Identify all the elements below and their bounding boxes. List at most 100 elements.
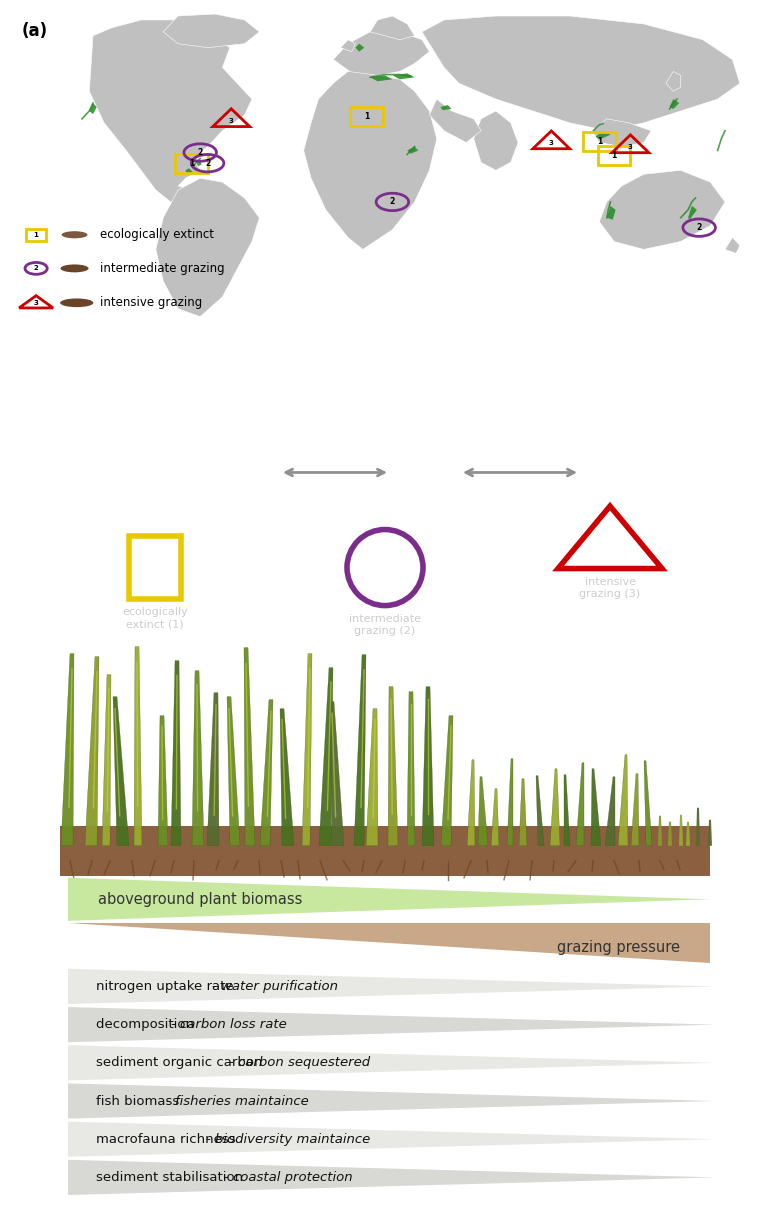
Polygon shape: [68, 1160, 715, 1195]
Text: ecologically
extinct (1): ecologically extinct (1): [122, 607, 188, 630]
Text: 2: 2: [205, 159, 210, 168]
Polygon shape: [576, 762, 584, 845]
Polygon shape: [158, 715, 168, 845]
Polygon shape: [688, 206, 697, 219]
Polygon shape: [441, 715, 453, 845]
Polygon shape: [192, 671, 204, 845]
Polygon shape: [440, 105, 451, 110]
Polygon shape: [607, 206, 616, 219]
Polygon shape: [89, 103, 97, 115]
Polygon shape: [599, 170, 725, 250]
Polygon shape: [696, 808, 700, 845]
Bar: [60, 826, 710, 876]
Polygon shape: [478, 777, 488, 845]
Text: 1: 1: [189, 159, 194, 168]
Polygon shape: [658, 815, 662, 845]
Text: sediment stabilisation: sediment stabilisation: [96, 1171, 247, 1184]
Text: (b): (b): [18, 425, 45, 443]
Polygon shape: [61, 654, 74, 845]
Text: 1: 1: [597, 137, 602, 146]
Bar: [26, 229, 45, 241]
Polygon shape: [605, 777, 615, 845]
Polygon shape: [68, 1083, 715, 1119]
Polygon shape: [725, 238, 740, 253]
Bar: [583, 133, 616, 152]
Ellipse shape: [61, 264, 89, 273]
Polygon shape: [302, 654, 312, 845]
Text: grazing pressure: grazing pressure: [557, 939, 680, 955]
Polygon shape: [407, 147, 418, 153]
Polygon shape: [422, 686, 434, 845]
Polygon shape: [666, 71, 681, 92]
Polygon shape: [668, 821, 672, 845]
Polygon shape: [474, 111, 518, 170]
Polygon shape: [196, 160, 202, 166]
Text: 2: 2: [34, 265, 38, 271]
Text: - fisheries maintaince: - fisheries maintaince: [166, 1095, 308, 1107]
Polygon shape: [68, 923, 710, 962]
Bar: [129, 537, 181, 599]
Polygon shape: [670, 99, 679, 109]
Polygon shape: [163, 14, 259, 48]
Text: nitrogen uptake rate: nitrogen uptake rate: [96, 980, 238, 993]
Polygon shape: [422, 16, 740, 130]
Text: - biodiversity maintaince: - biodiversity maintaince: [206, 1132, 370, 1146]
Polygon shape: [244, 648, 255, 845]
Text: (a): (a): [22, 22, 48, 40]
Polygon shape: [596, 130, 611, 140]
Text: 3: 3: [34, 300, 38, 306]
Text: 1: 1: [611, 151, 617, 159]
Text: - carbon loss rate: - carbon loss rate: [172, 1018, 287, 1031]
Text: intermediate
grazing (2): intermediate grazing (2): [349, 614, 421, 636]
Polygon shape: [280, 709, 294, 845]
Text: 2: 2: [198, 148, 203, 157]
Text: fish biomass: fish biomass: [96, 1095, 183, 1107]
Polygon shape: [171, 661, 181, 845]
Text: intermediate grazing: intermediate grazing: [100, 262, 225, 275]
Polygon shape: [631, 774, 639, 845]
Polygon shape: [708, 820, 712, 845]
Polygon shape: [340, 40, 356, 52]
Polygon shape: [89, 21, 252, 201]
Bar: [350, 107, 383, 127]
Polygon shape: [591, 768, 601, 845]
Polygon shape: [68, 878, 710, 921]
Polygon shape: [679, 815, 683, 845]
Bar: [598, 146, 631, 165]
Polygon shape: [68, 1046, 715, 1081]
Polygon shape: [519, 779, 527, 845]
Polygon shape: [68, 968, 715, 1005]
Polygon shape: [370, 16, 414, 40]
Polygon shape: [507, 759, 513, 845]
Polygon shape: [467, 760, 475, 845]
Text: decomposition: decomposition: [96, 1018, 198, 1031]
Polygon shape: [354, 655, 366, 845]
Polygon shape: [333, 31, 430, 75]
Polygon shape: [388, 686, 398, 845]
Text: 3: 3: [628, 144, 633, 150]
Polygon shape: [186, 169, 192, 174]
Polygon shape: [686, 821, 690, 845]
Polygon shape: [536, 775, 544, 845]
Polygon shape: [319, 668, 333, 845]
Polygon shape: [303, 71, 437, 250]
Text: intensive
grazing (3): intensive grazing (3): [580, 576, 641, 599]
Polygon shape: [366, 709, 378, 845]
Text: - coastal protection: - coastal protection: [223, 1171, 352, 1184]
Ellipse shape: [62, 232, 88, 239]
Polygon shape: [356, 43, 364, 52]
Polygon shape: [592, 119, 651, 147]
Text: ecologically extinct: ecologically extinct: [100, 228, 214, 241]
Polygon shape: [156, 178, 259, 317]
Polygon shape: [85, 656, 99, 845]
Text: - water purification: - water purification: [212, 980, 338, 993]
Polygon shape: [68, 1007, 715, 1042]
Polygon shape: [430, 99, 481, 142]
Text: 3: 3: [549, 140, 554, 146]
Text: 2: 2: [697, 223, 701, 232]
Text: 3: 3: [229, 118, 233, 124]
Polygon shape: [227, 697, 240, 845]
Text: macrofauna richness: macrofauna richness: [96, 1132, 240, 1146]
Polygon shape: [260, 699, 273, 845]
Polygon shape: [134, 646, 142, 845]
